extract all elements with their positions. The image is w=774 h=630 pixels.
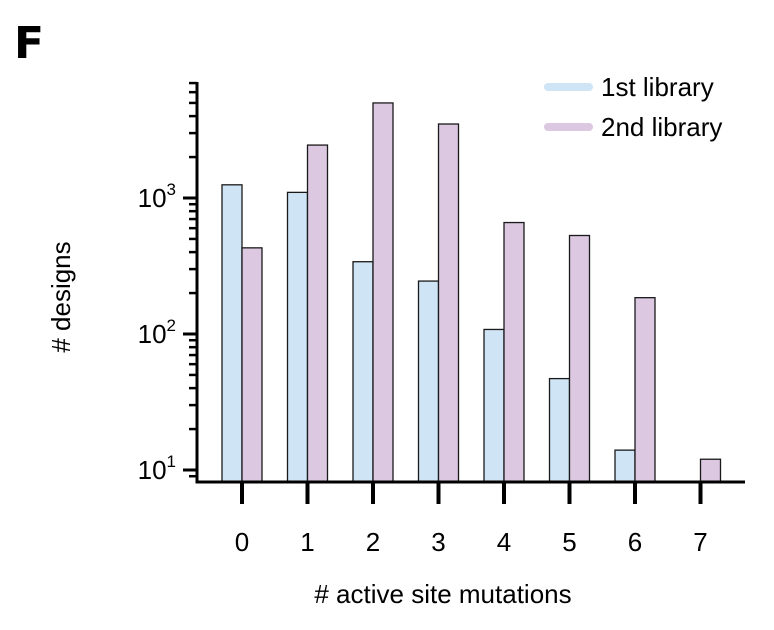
x-tick-label-2: 2 [366,527,380,557]
bar-library1-5 [548,377,571,483]
x-tick-label-5: 5 [562,527,576,557]
legend-label-1: 1st library [601,72,714,102]
bar-library2-3 [437,123,460,483]
x-axis-title: # active site mutations [314,579,571,609]
bar-library1-0 [221,184,243,483]
bar-library1-6 [614,449,636,483]
bar-library2-7 [699,458,722,483]
x-tick-label-3: 3 [431,527,445,557]
y-axis-title: # designs [46,241,76,352]
y-tick-label-100: 102 [138,316,176,349]
bar-library1-1 [286,191,309,483]
x-tick-label-7: 7 [693,527,707,557]
bar-library1-3 [417,280,440,483]
bars-group [221,102,722,483]
y-axis: 101 102 103 [138,81,199,485]
x-tick-label-6: 6 [628,527,642,557]
legend-label-2: 2nd library [601,112,722,142]
panel-label: F [14,18,44,69]
bar-library2-0 [241,247,263,483]
bar-library1-2 [352,261,374,483]
x-tick-label-1: 1 [300,527,314,557]
legend: 1st library 2nd library [544,72,722,142]
y-tick-label-10: 101 [138,452,176,485]
bar-library1-4 [483,328,505,483]
bar-library2-4 [503,221,525,483]
bar-library2-6 [634,297,656,483]
y-tick-label-1000: 103 [138,180,176,213]
bar-library2-5 [568,234,591,483]
x-axis: 0 1 2 3 4 5 6 7 [195,480,745,557]
x-tick-label-4: 4 [497,527,511,557]
bar-library2-2 [372,102,394,483]
x-tick-label-0: 0 [235,527,249,557]
bar-library2-1 [306,144,329,483]
